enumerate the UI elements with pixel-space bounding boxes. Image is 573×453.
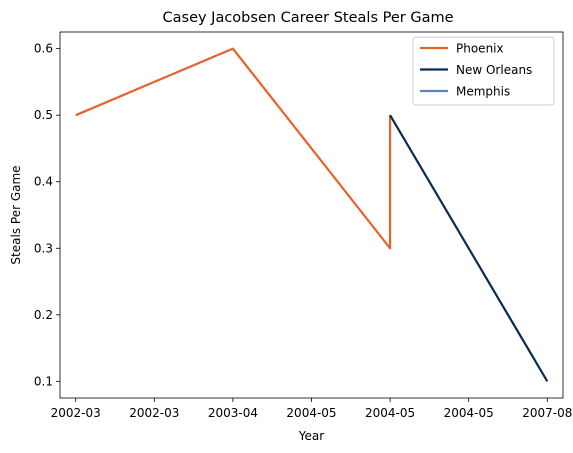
x-axis-label: Year: [298, 429, 324, 443]
x-tick-label: 2003-04: [208, 406, 258, 420]
x-tick-label: 2004-05: [444, 406, 494, 420]
x-axis-ticks: 2002-03 2002-03 2003-04 2004-05 2004-05 2004-…: [51, 398, 572, 420]
y-axis-ticks: 0.1 0.2 0.3 0.4 0.5 0.6: [34, 42, 60, 388]
y-tick-label: 0.4: [34, 175, 53, 189]
series-line-new-orleans: [389, 114, 549, 382]
x-tick-label: 2002-03: [51, 406, 101, 420]
y-tick-label: 0.2: [34, 308, 53, 322]
y-tick-label: 0.6: [34, 42, 53, 56]
legend: Phoenix New Orleans Memphis: [412, 36, 555, 106]
y-tick-label: 0.1: [34, 374, 53, 388]
plot-area: [75, 47, 549, 382]
legend-label: New Orleans: [456, 63, 532, 77]
legend-label: Memphis: [456, 85, 510, 99]
y-axis-label: Steals Per Game: [9, 165, 23, 264]
x-tick-label: 2004-05: [365, 406, 415, 420]
x-tick-label: 2007-08: [522, 406, 572, 420]
x-tick-label: 2004-05: [286, 406, 336, 420]
y-tick-label: 0.3: [34, 241, 53, 255]
legend-label: Phoenix: [456, 42, 504, 56]
series-line-phoenix: [75, 47, 392, 250]
y-tick-label: 0.5: [34, 108, 53, 122]
legend-frame: [412, 36, 555, 106]
x-tick-label: 2002-03: [129, 406, 179, 420]
chart-title: Casey Jacobsen Career Steals Per Game: [163, 10, 454, 26]
